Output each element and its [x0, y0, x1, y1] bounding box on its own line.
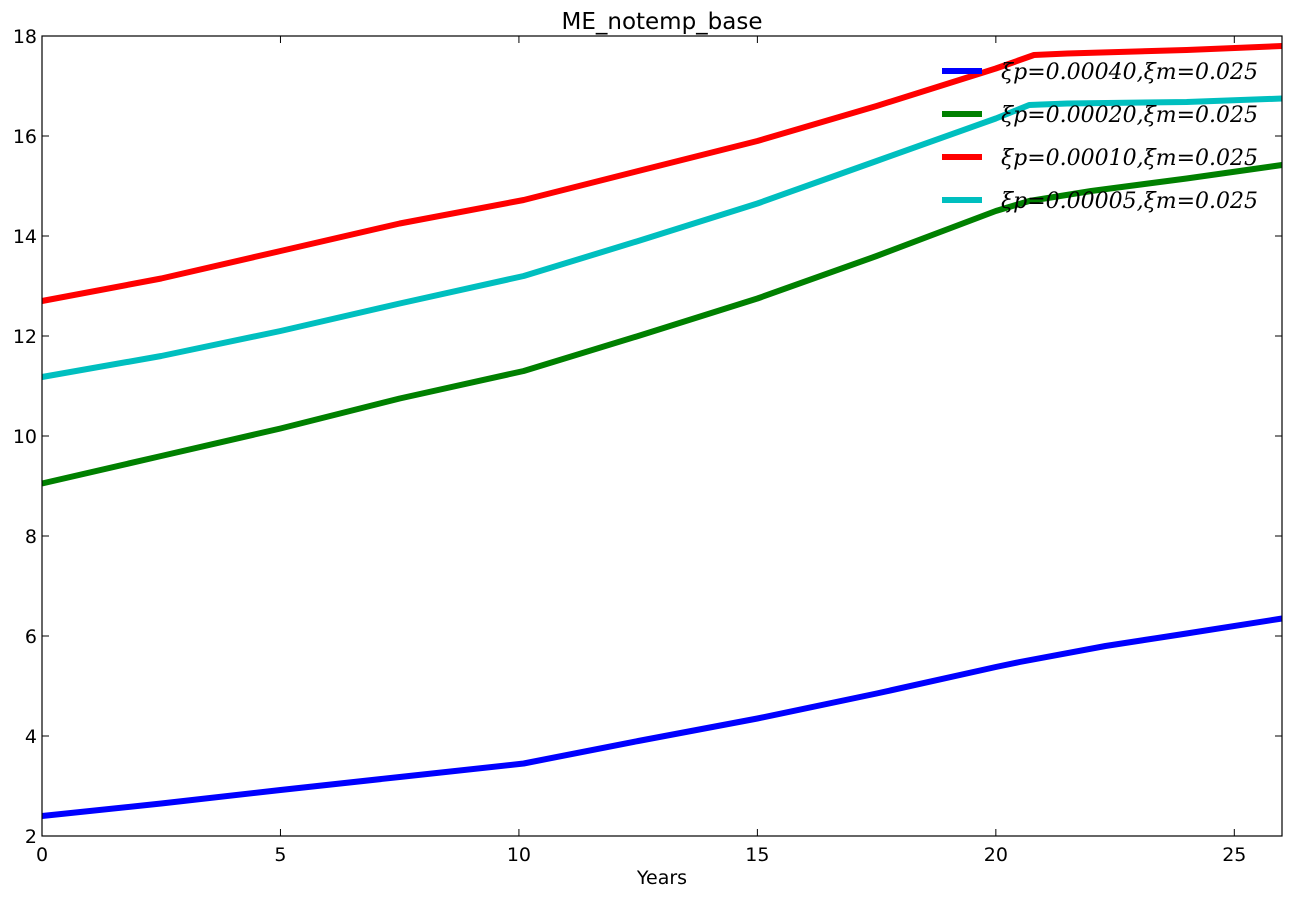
series-line-1 [41, 162, 1283, 487]
series-lines [41, 43, 1283, 819]
series-line-3 [41, 95, 1283, 380]
y-tick-label: 10 [13, 426, 37, 448]
x-tick-label: 5 [274, 844, 286, 866]
series-line-0 [41, 615, 1283, 819]
x-tick-label: 10 [507, 844, 531, 866]
x-tick-label: 20 [984, 844, 1008, 866]
y-tick-label: 4 [25, 726, 37, 748]
series-line-2 [41, 43, 1283, 304]
legend-label-3: ξp=0.00005,ξm=0.025 [1001, 189, 1258, 214]
y-tick-label: 14 [13, 226, 37, 248]
chart-title: ME_notemp_base [561, 9, 762, 35]
y-tick-label: 16 [13, 126, 37, 148]
x-tick-label: 0 [36, 844, 48, 866]
x-axis-label: Years [636, 867, 687, 889]
legend: ξp=0.00040,ξm=0.025 ξp=0.00020,ξm=0.025 ξp… [942, 60, 1258, 214]
y-tick-label: 12 [13, 326, 37, 348]
y-tick-label: 2 [25, 826, 37, 848]
legend-label-2: ξp=0.00010,ξm=0.025 [1001, 146, 1258, 171]
x-tick-label: 15 [745, 844, 769, 866]
legend-label-1: ξp=0.00020,ξm=0.025 [1001, 103, 1258, 128]
y-tick-label: 6 [25, 626, 37, 648]
axis-ticks: 0 5 10 15 20 25 2 4 6 8 10 12 14 16 18 [13, 26, 1282, 866]
x-tick-label: 25 [1222, 844, 1246, 866]
y-tick-label: 8 [25, 526, 37, 548]
legend-label-0: ξp=0.00040,ξm=0.025 [1001, 60, 1258, 85]
y-tick-label: 18 [13, 26, 37, 48]
